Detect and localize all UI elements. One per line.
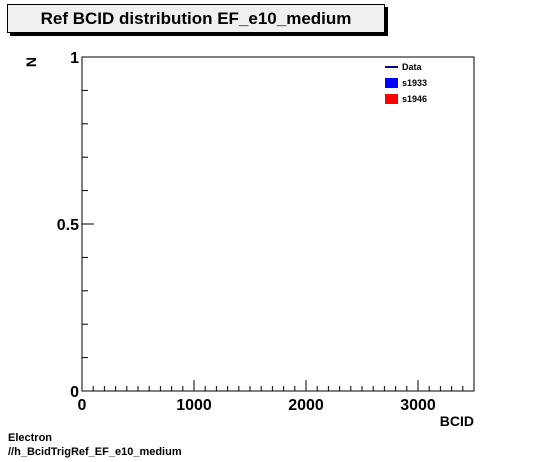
legend-label: s1933: [402, 78, 427, 88]
x-tick-label: 3000: [400, 397, 436, 414]
chart-title-box: Ref BCID distribution EF_e10_medium: [7, 4, 385, 33]
y-tick-label: 1: [70, 50, 79, 67]
y-tick-label: 0: [70, 384, 79, 401]
plot-frame: [81, 56, 475, 392]
legend-fill-swatch: [385, 94, 398, 104]
legend-label: Data: [402, 62, 423, 72]
y-tick-label: 0.5: [57, 217, 79, 234]
legend-label: s1946: [402, 94, 427, 104]
histogram-path-label: //h_BcidTrigRef_EF_e10_medium: [8, 446, 182, 458]
footer-label: Electron: [8, 432, 53, 444]
legend: Data s1933 s1946: [385, 62, 427, 104]
x-axis-title: BCID: [440, 413, 474, 429]
y-axis-title: N: [23, 57, 39, 67]
x-tick-label: 2000: [288, 397, 324, 414]
legend-fill-swatch: [385, 78, 398, 88]
x-tick-label: 1000: [176, 397, 212, 414]
axes: 0 1000 2000 3000 0 0.5 1 BCID N: [23, 50, 475, 429]
chart-title: Ref BCID distribution EF_e10_medium: [40, 9, 352, 28]
x-tick-label: 0: [78, 397, 87, 414]
